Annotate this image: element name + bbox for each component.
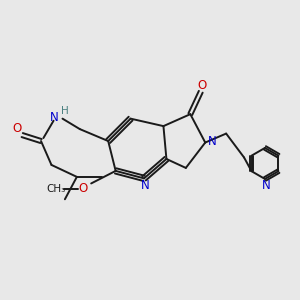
Text: O: O — [198, 79, 207, 92]
Text: N: N — [50, 111, 59, 124]
Text: O: O — [13, 122, 22, 135]
Text: N: N — [208, 134, 217, 148]
Text: H: H — [61, 106, 69, 116]
Text: CH₃: CH₃ — [46, 184, 66, 194]
Text: O: O — [78, 182, 87, 195]
Text: N: N — [262, 179, 271, 192]
Text: N: N — [140, 179, 149, 192]
